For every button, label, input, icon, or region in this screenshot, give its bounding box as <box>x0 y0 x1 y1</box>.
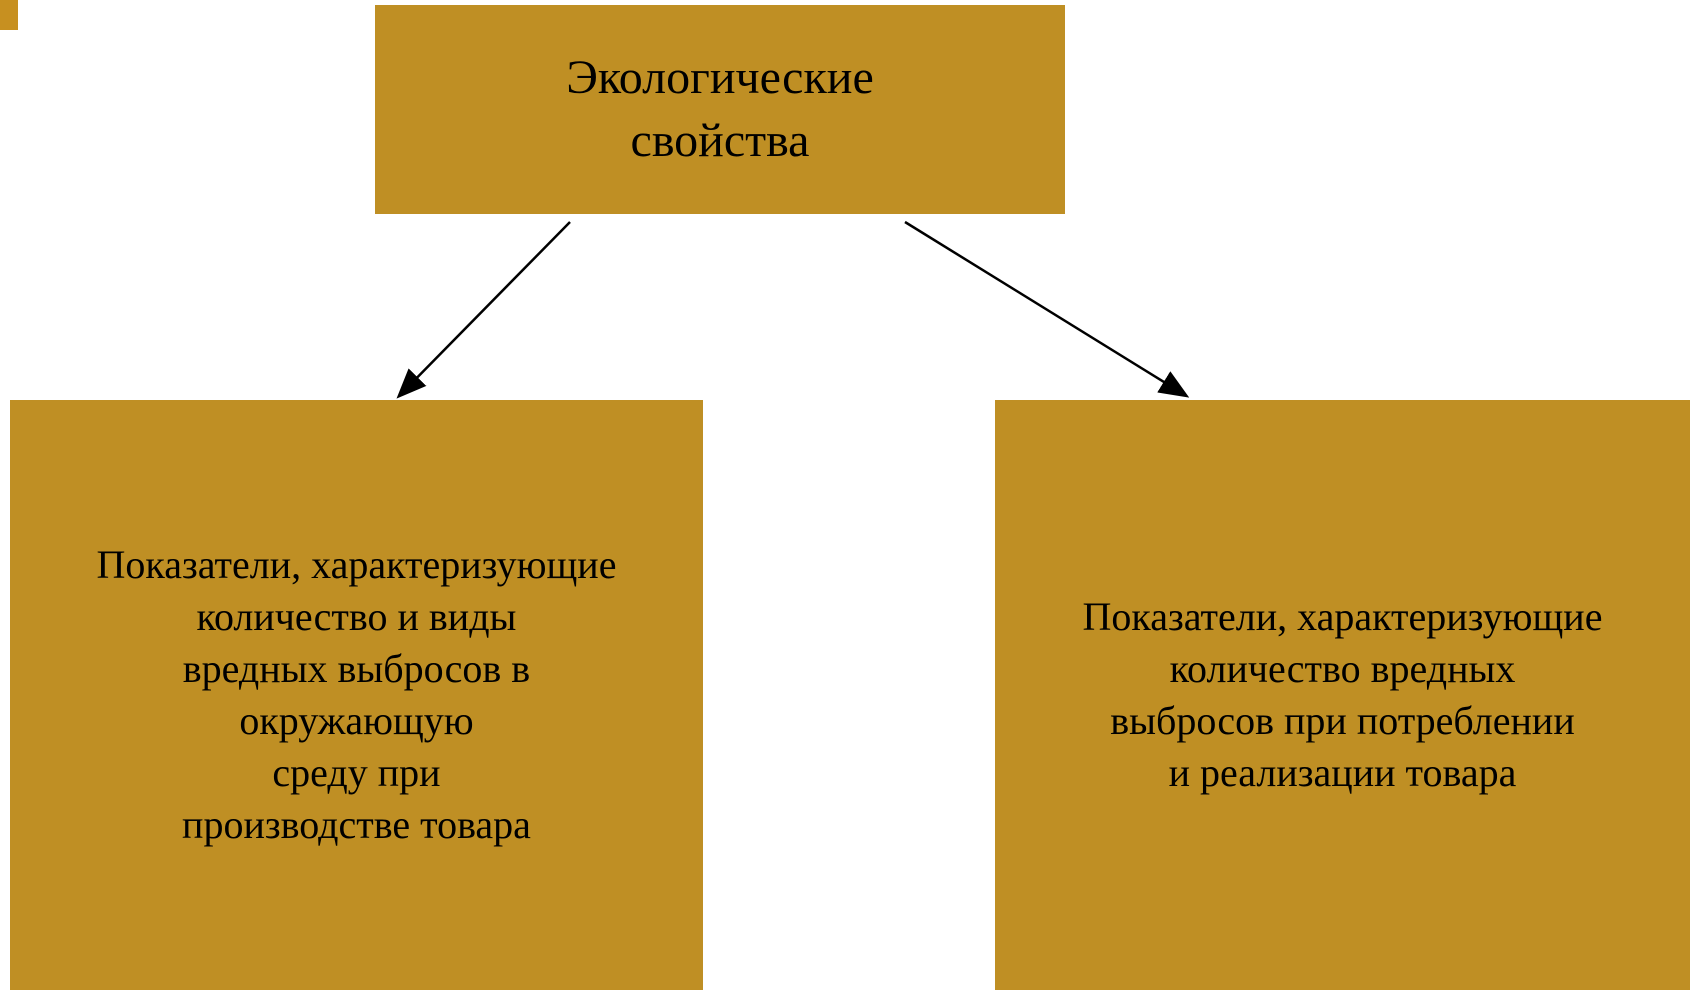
right-child-node: Показатели, характеризующиеколичество вр… <box>995 400 1690 990</box>
edge-arrow <box>905 222 1185 395</box>
root-node: Экологическиесвойства <box>375 5 1065 214</box>
root-node-text: Экологическиесвойства <box>566 47 874 172</box>
left-child-node: Показатели, характеризующиеколичество и … <box>10 400 703 990</box>
edge-arrow <box>400 222 570 395</box>
right-child-text: Показатели, характеризующиеколичество вр… <box>1083 591 1603 799</box>
left-child-text: Показатели, характеризующиеколичество и … <box>97 539 617 851</box>
corner-marker <box>0 0 18 30</box>
